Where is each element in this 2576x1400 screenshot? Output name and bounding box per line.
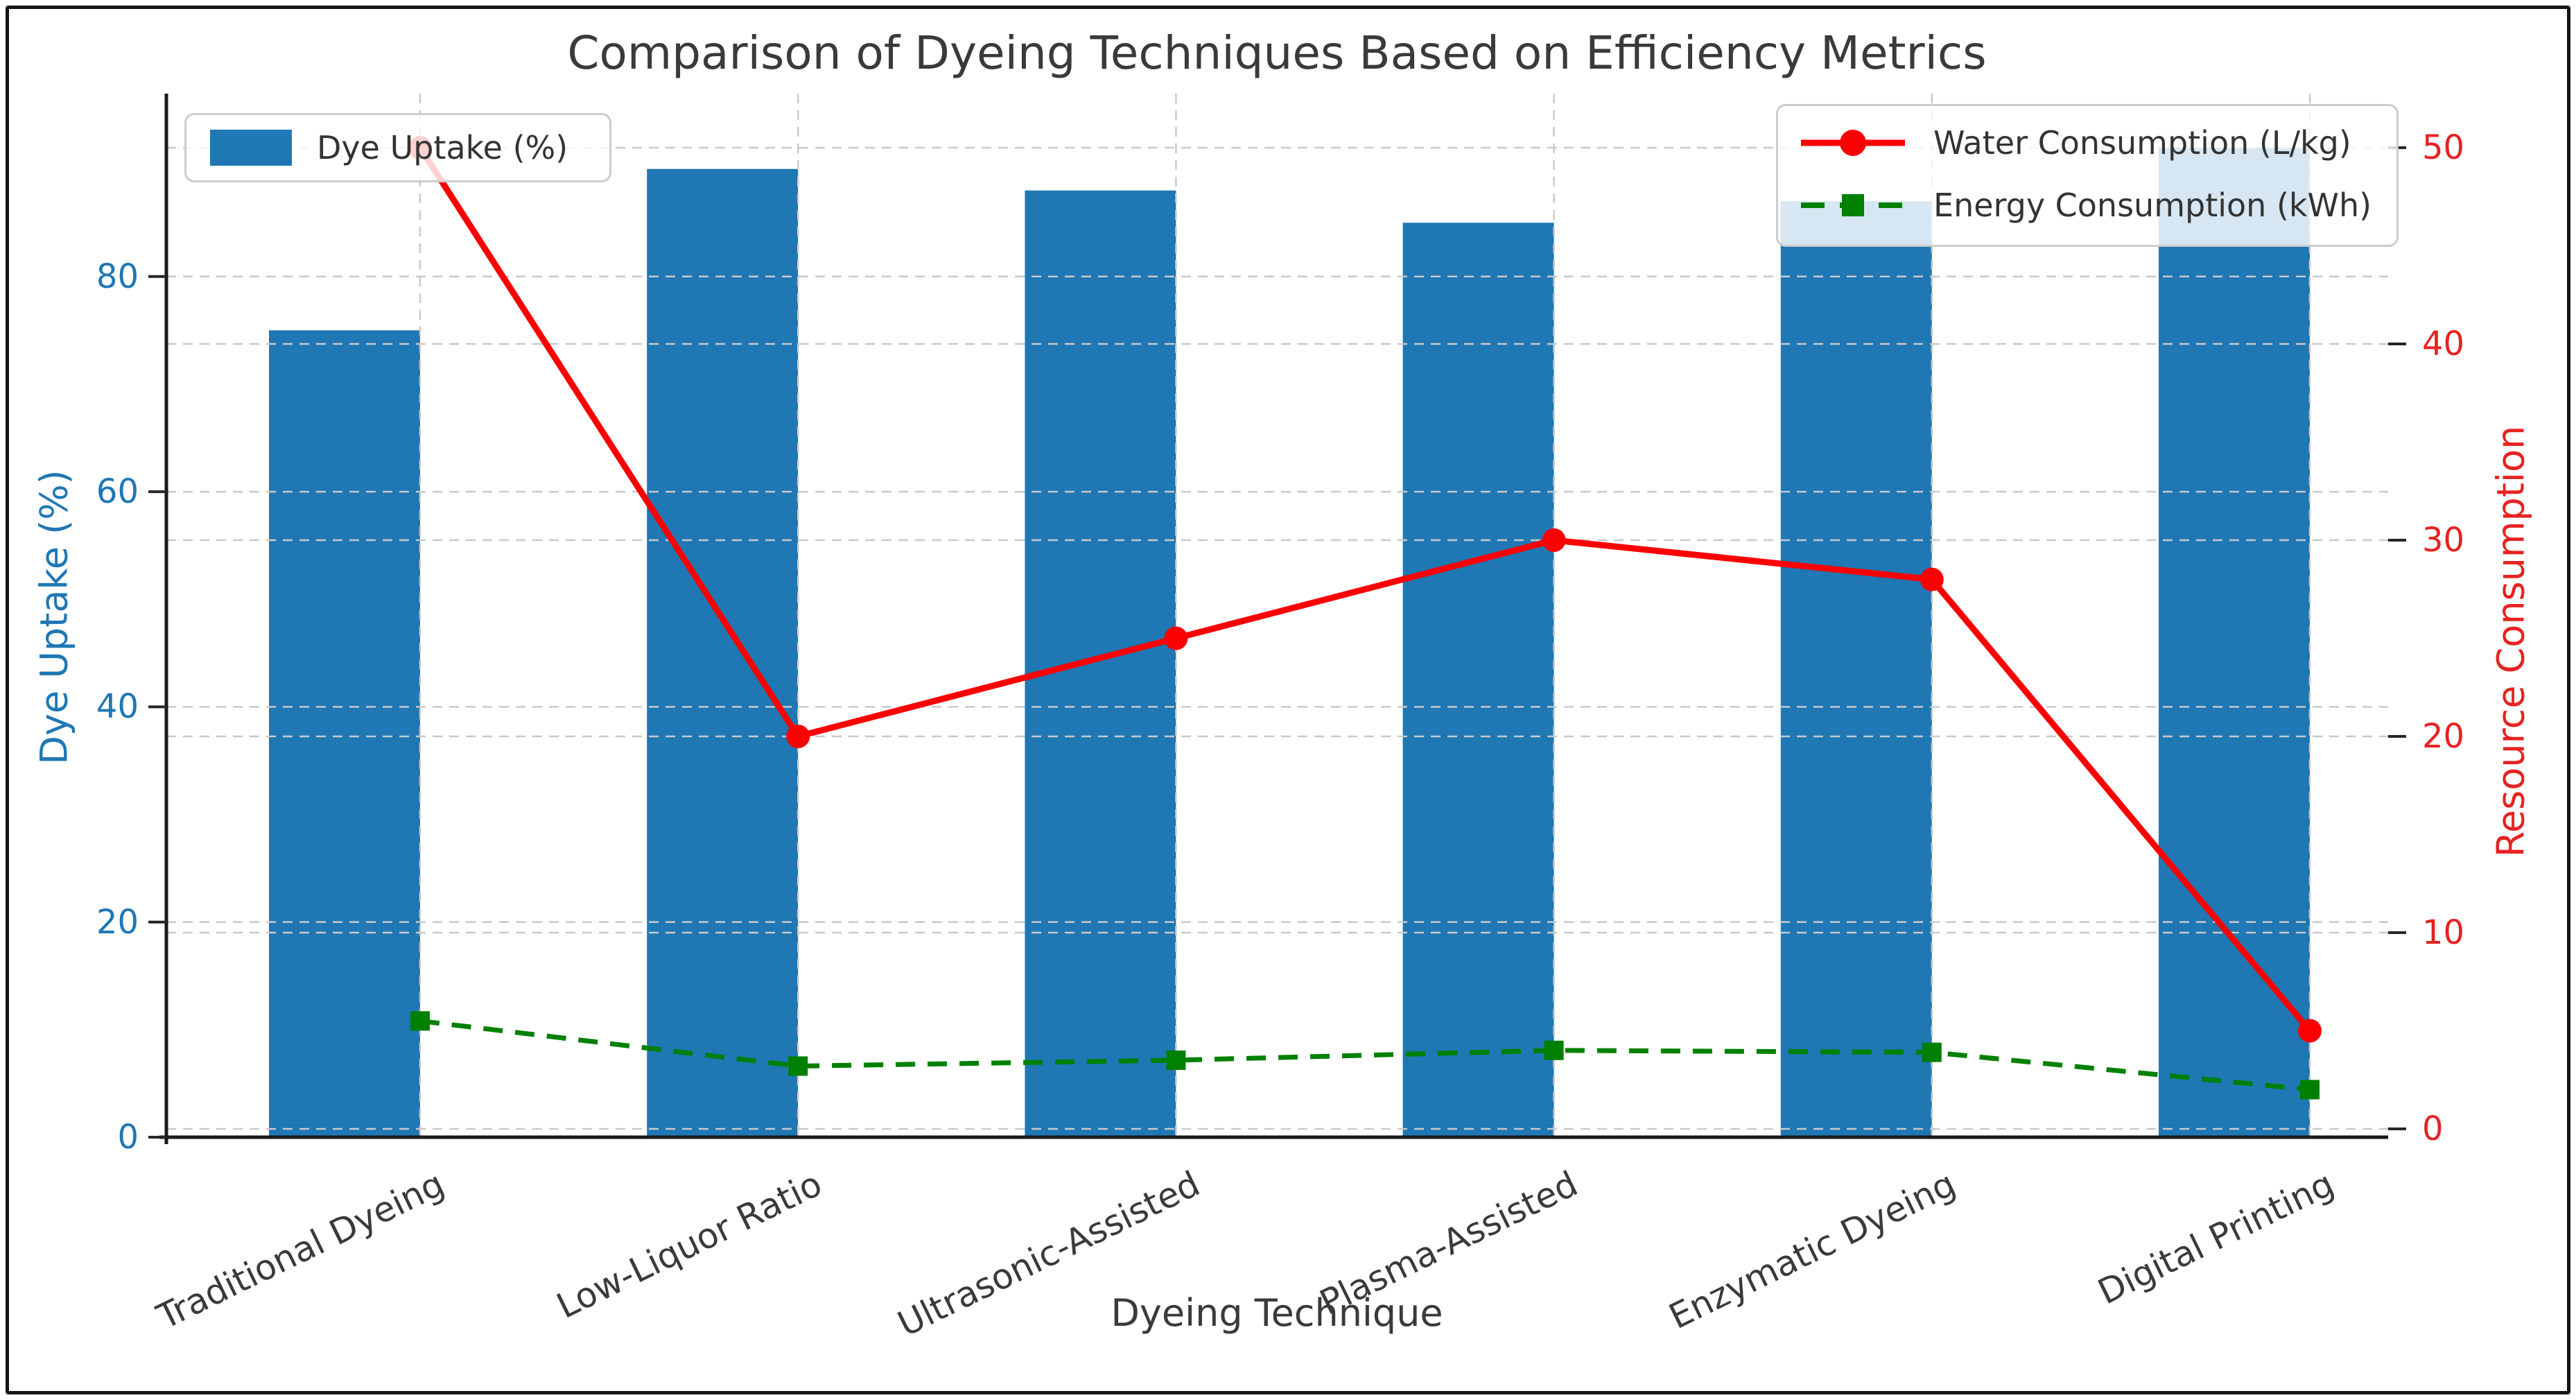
y-axis-label-right: Resource Consumption xyxy=(2489,425,2533,858)
water-marker-low-liquor-ratio xyxy=(786,725,810,748)
chart-title: Comparison of Dyeing Techniques Based on… xyxy=(567,26,1987,80)
energy-marker-low-liquor-ratio xyxy=(788,1056,808,1076)
water-marker-enzymatic-dyeing xyxy=(1920,567,1944,591)
y-left-tick-label-20: 20 xyxy=(96,902,139,942)
legend-bar-swatch-icon xyxy=(210,130,292,166)
legend-item-label: Dye Uptake (%) xyxy=(317,129,568,166)
y-left-tick-label-80: 80 xyxy=(96,257,139,296)
energy-marker-ultrasonic-assisted xyxy=(1166,1050,1186,1070)
y-right-tick-label-30: 30 xyxy=(2422,521,2465,560)
bar-low-liquor-ratio xyxy=(647,168,799,1137)
y-left-tick-label-0: 0 xyxy=(117,1118,139,1157)
y-right-tick-label-40: 40 xyxy=(2422,325,2465,363)
bar-enzymatic-dyeing xyxy=(1780,201,1932,1137)
y-right-tick-label-50: 50 xyxy=(2422,128,2465,167)
bar-digital-printing xyxy=(2159,147,2310,1137)
y-right-tick-label-10: 10 xyxy=(2422,913,2465,952)
energy-marker-digital-printing xyxy=(2300,1080,2320,1100)
legend-lines: Water Consumption (L/kg) Energy Consumpt… xyxy=(1776,104,2399,247)
water-consumption-line xyxy=(417,146,2313,1033)
bar-traditional-dyeing xyxy=(269,330,420,1137)
bar-ultrasonic-assisted xyxy=(1025,190,1176,1138)
water-marker-digital-printing xyxy=(2298,1019,2322,1043)
energy-marker-plasma-assisted xyxy=(1544,1040,1564,1060)
energy-consumption-line xyxy=(419,1018,2310,1092)
y-axis-label-left: Dye Uptake (%) xyxy=(32,469,76,765)
legend-item-label: Energy Consumption (kWh) xyxy=(1933,187,2372,224)
y-left-tick-label-40: 40 xyxy=(96,687,139,727)
y-right-tick-label-0: 0 xyxy=(2422,1109,2444,1148)
water-marker-plasma-assisted xyxy=(1542,528,1566,552)
bar-plasma-assisted xyxy=(1402,223,1554,1138)
legend-water-line-circle-icon xyxy=(1798,122,1908,164)
energy-marker-traditional-dyeing xyxy=(410,1011,430,1031)
x-axis-label: Dyeing Technique xyxy=(1111,1291,1443,1335)
energy-marker-enzymatic-dyeing xyxy=(1922,1042,1942,1062)
legend-bar: Dye Uptake (%) xyxy=(184,113,611,182)
y-right-tick-label-20: 20 xyxy=(2422,717,2465,756)
legend-item-dye-uptake: Dye Uptake (%) xyxy=(186,115,609,180)
legend-energy-line-square-icon xyxy=(1798,184,1908,226)
water-marker-ultrasonic-assisted xyxy=(1164,626,1188,650)
y-left-tick-label-60: 60 xyxy=(96,472,139,512)
legend-item-energy: Energy Consumption (kWh) xyxy=(1778,173,2396,238)
legend-item-label: Water Consumption (L/kg) xyxy=(1933,124,2351,162)
legend-item-water: Water Consumption (L/kg) xyxy=(1778,110,2396,175)
